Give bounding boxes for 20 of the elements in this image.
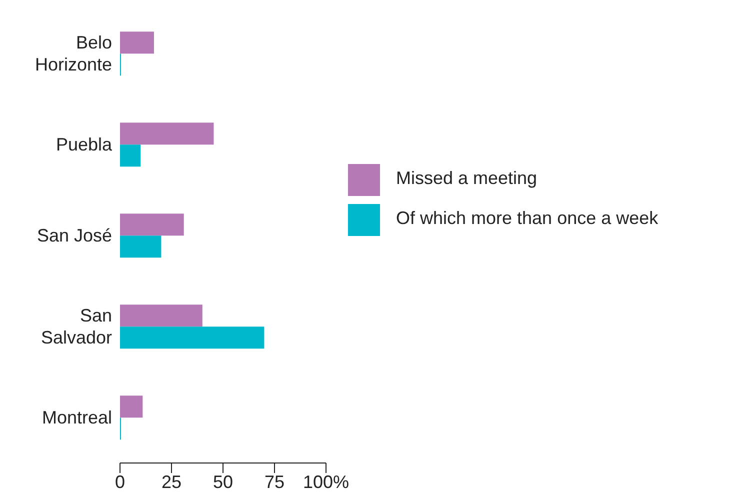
y-tick-label: San José <box>36 226 112 246</box>
x-tick-label: 75 <box>264 472 285 492</box>
y-tick-label: Puebla <box>56 134 113 154</box>
y-tick-label: Belo Horizonte <box>34 32 112 74</box>
bar <box>120 236 162 258</box>
legend-label: Of which more than once a week <box>396 208 658 228</box>
bar <box>120 144 141 167</box>
x-tick-label: 100% <box>302 472 350 492</box>
x-tick-label: 50 <box>212 472 234 492</box>
x-tick-label: 0 <box>114 472 126 492</box>
bar <box>120 326 264 349</box>
bar <box>120 396 143 418</box>
legend-label: Missed a meeting <box>396 168 538 188</box>
bar <box>120 214 184 236</box>
bar <box>120 122 214 145</box>
x-tick-label: 25 <box>161 472 182 492</box>
y-tick-label: San Salvador <box>40 306 112 348</box>
bar <box>120 304 202 327</box>
y-tick-label: Montreal <box>42 408 112 428</box>
bar <box>120 32 154 54</box>
